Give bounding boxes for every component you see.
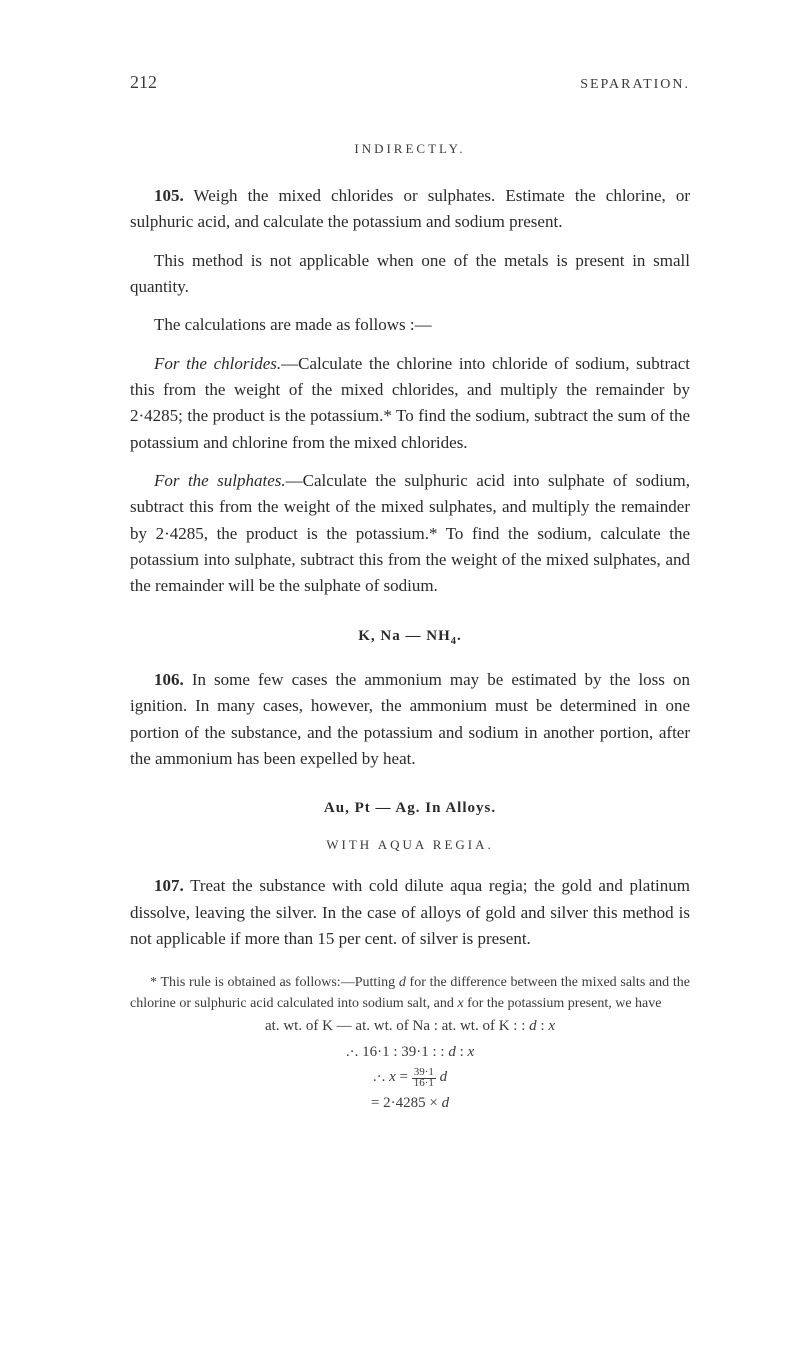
footnote-post: for the potassium present, we have bbox=[464, 996, 662, 1011]
math1-colon: : bbox=[537, 1018, 549, 1034]
math1-x: x bbox=[548, 1018, 555, 1034]
math-line-3: .·. x = 39·116·1 d bbox=[130, 1065, 690, 1091]
para106-text: In some few cases the ammonium may be es… bbox=[130, 670, 690, 768]
math3-x: x bbox=[389, 1069, 396, 1085]
paragraph-105b: This method is not applicable when one o… bbox=[130, 248, 690, 301]
math2-colon: : bbox=[456, 1044, 468, 1060]
math1-d: d bbox=[529, 1018, 537, 1034]
para107-text: Treat the substance with cold dilute aqu… bbox=[130, 876, 690, 948]
paragraph-105: 105. Weigh the mixed chlorides or sulpha… bbox=[130, 183, 690, 236]
section-number-106: 106. bbox=[154, 670, 184, 689]
page-header: 212 SEPARATION. bbox=[130, 72, 690, 93]
heading-aqua-regia: WITH AQUA REGIA. bbox=[130, 837, 690, 853]
paragraph-107: 107. Treat the substance with cold dilut… bbox=[130, 873, 690, 952]
paragraph-106: 106. In some few cases the ammonium may … bbox=[130, 667, 690, 772]
para105-text: Weigh the mixed chlorides or sulphates. … bbox=[130, 186, 690, 231]
math4-pre: = 2·4285 × bbox=[371, 1095, 442, 1111]
page-number: 212 bbox=[130, 72, 157, 93]
math-line-1: at. wt. of K — at. wt. of Na : at. wt. o… bbox=[130, 1014, 690, 1040]
footnote-d1: d bbox=[399, 975, 406, 990]
para105d-italic: For the chlorides. bbox=[154, 354, 281, 373]
math3-eq: = bbox=[396, 1069, 412, 1085]
footnote: * This rule is obtained as follows:—Putt… bbox=[130, 972, 690, 1014]
paragraph-105c: The calculations are made as follows :— bbox=[130, 312, 690, 338]
math2-pre: .·. 16·1 : 39·1 : : bbox=[346, 1044, 449, 1060]
heading-au-pt-ag: Au, Pt — Ag. In Alloys. bbox=[130, 800, 690, 817]
paragraph-105d: For the chlorides.—Calculate the chlorin… bbox=[130, 351, 690, 456]
math2-x: x bbox=[468, 1044, 475, 1060]
heading-k-na-nh4: K, Na — NH4. bbox=[130, 628, 690, 647]
paragraph-105e: For the sulphates.—Calculate the sulphur… bbox=[130, 468, 690, 600]
math3-d: d bbox=[436, 1069, 447, 1085]
math4-d: d bbox=[442, 1095, 450, 1111]
footnote-pre: * This rule is obtained as follows:—Putt… bbox=[150, 975, 399, 990]
fraction: 39·116·1 bbox=[412, 1067, 436, 1089]
math1-pre: at. wt. of K — at. wt. of Na : at. wt. o… bbox=[265, 1018, 529, 1034]
section-number-107: 107. bbox=[154, 876, 184, 895]
math-line-4: = 2·4285 × d bbox=[130, 1091, 690, 1117]
math3-pre: .·. bbox=[373, 1069, 389, 1085]
section-number-105: 105. bbox=[154, 186, 184, 205]
subtitle-indirectly: INDIRECTLY. bbox=[130, 141, 690, 157]
page-title: SEPARATION. bbox=[580, 77, 690, 93]
math2-d: d bbox=[448, 1044, 456, 1060]
para105e-italic: For the sulphates. bbox=[154, 471, 286, 490]
math-line-2: .·. 16·1 : 39·1 : : d : x bbox=[130, 1040, 690, 1066]
frac-bot: 16·1 bbox=[412, 1077, 436, 1089]
